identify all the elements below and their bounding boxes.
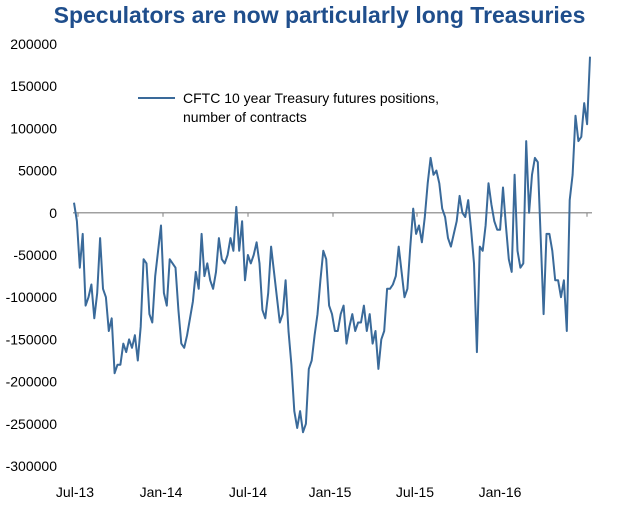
x-tick-label: Jul-14: [229, 484, 267, 500]
y-tick-label: 200000: [10, 36, 57, 52]
y-tick-label: 150000: [10, 78, 57, 94]
y-tick-label: -100000: [6, 289, 58, 305]
legend-entry-line-2: number of contracts: [183, 109, 307, 125]
y-tick-label: -200000: [6, 374, 58, 390]
x-axis-ticks: Jul-13 Jan-14 Jul-14 Jan-15 Jul-15 Jan-16: [56, 484, 522, 500]
legend-entry-line-1: CFTC 10 year Treasury futures positions,: [183, 90, 439, 106]
series-group: [73, 56, 591, 434]
y-tick-label: -250000: [6, 416, 58, 432]
y-axis-ticks: 200000 150000 100000 50000 0 -50000 -100000 -15…: [6, 36, 58, 474]
x-tick-label: Jan-16: [479, 484, 522, 500]
x-tick-label: Jan-15: [309, 484, 352, 500]
x-tick-label: Jul-15: [396, 484, 434, 500]
y-tick-label: 50000: [18, 163, 57, 179]
series-line: [73, 56, 591, 434]
legend: CFTC 10 year Treasury futures positions,…: [138, 90, 439, 125]
chart-title: Speculators are now particularly long Tr…: [53, 2, 586, 28]
y-tick-label: -300000: [6, 458, 58, 474]
y-tick-label: 100000: [10, 120, 57, 136]
y-tick-label: -50000: [13, 247, 57, 263]
y-tick-label: -150000: [6, 331, 58, 347]
x-tick-label: Jul-13: [56, 484, 94, 500]
x-tick-label: Jan-14: [140, 484, 183, 500]
y-tick-label: 0: [49, 205, 57, 221]
